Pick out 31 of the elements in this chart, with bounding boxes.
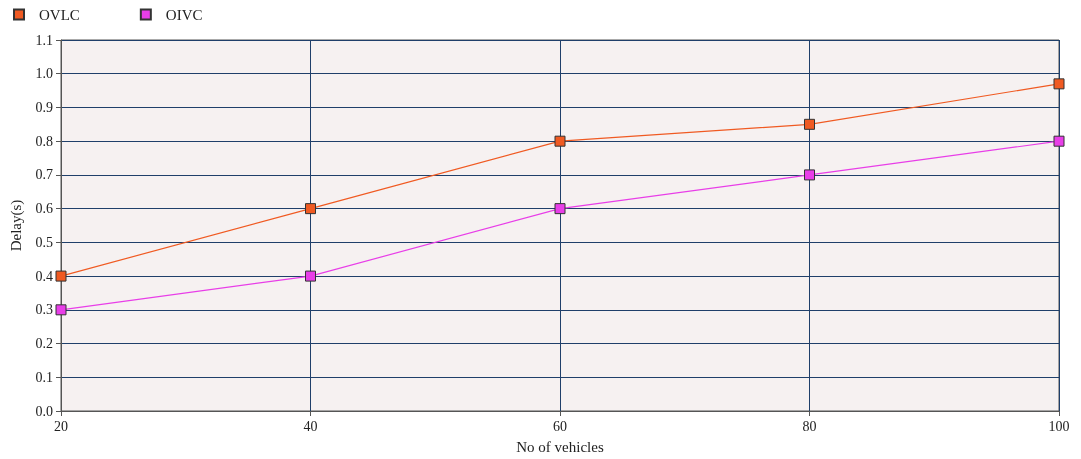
legend-label: OVLC xyxy=(39,6,80,23)
x-tick-label: 100 xyxy=(1048,418,1070,434)
y-tick-label: 0.9 xyxy=(35,99,53,115)
y-tick-label: 0.4 xyxy=(35,268,53,284)
y-tick-label: 0.1 xyxy=(35,369,53,385)
point xyxy=(55,304,67,316)
point xyxy=(55,270,67,282)
y-tick-label: 1.0 xyxy=(35,66,53,82)
y-tick-label: 1.1 xyxy=(35,32,53,48)
y-tick-label: 0.8 xyxy=(35,133,53,149)
y-tick-label: 0.5 xyxy=(35,234,53,250)
y-axis-title: Delay(s) xyxy=(7,199,25,252)
point xyxy=(554,135,566,147)
point xyxy=(804,169,815,181)
y-tick-label: 0.6 xyxy=(35,201,53,217)
point xyxy=(1053,78,1065,90)
point xyxy=(804,118,815,130)
point xyxy=(554,203,566,215)
y-tick-label: 0.3 xyxy=(35,302,53,318)
y-tick-label: 0.0 xyxy=(35,403,53,419)
y-tick-label: 0.7 xyxy=(35,167,53,183)
x-axis-title: No of vehicles xyxy=(516,438,604,455)
y-tick-label: 0.2 xyxy=(35,336,53,352)
x-tick-label: 40 xyxy=(303,418,318,434)
legend-label: OIVC xyxy=(165,6,203,23)
point xyxy=(1053,135,1065,147)
point xyxy=(305,203,316,215)
x-tick-label: 20 xyxy=(54,418,68,434)
x-tick-label: 60 xyxy=(553,418,567,434)
x-tick-label: 80 xyxy=(802,418,817,434)
point xyxy=(305,270,316,282)
